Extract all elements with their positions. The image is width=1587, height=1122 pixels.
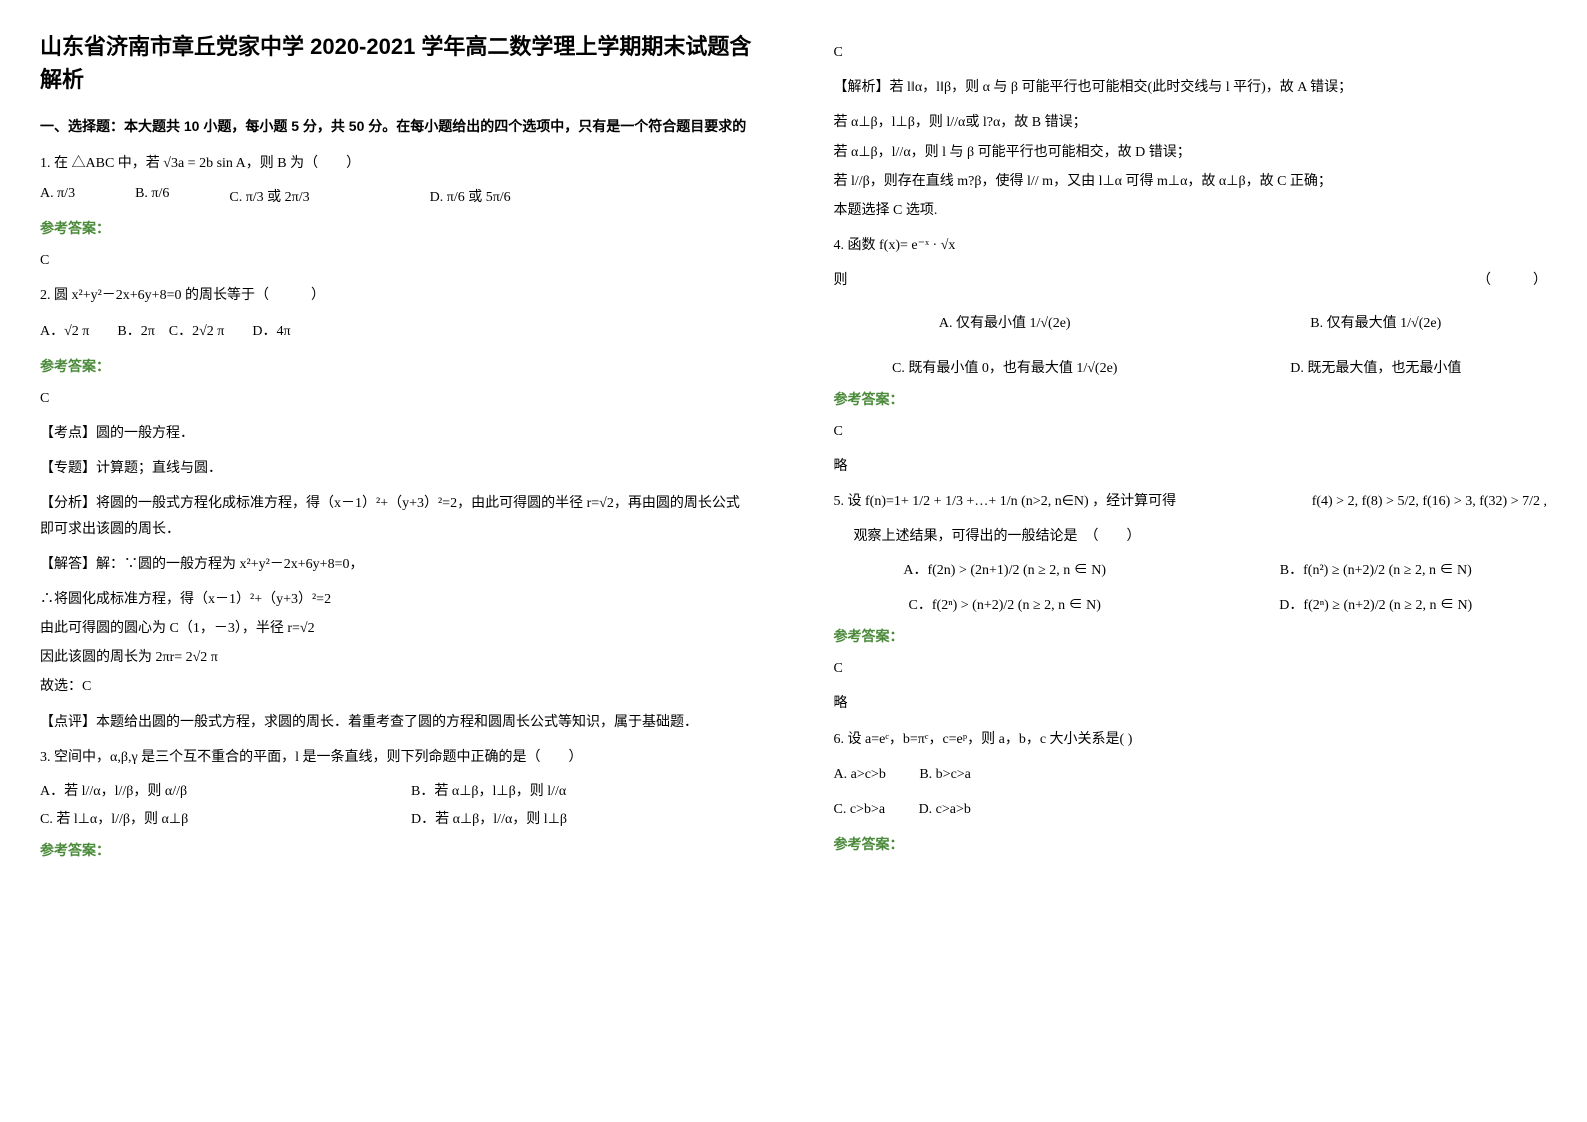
q1-optD: D. π/6 或 5π/6 [430, 186, 511, 206]
q3-opts-row1: A．若 l//α，l//β，则 α//β B．若 α⊥β，l⊥β，则 l//α [40, 780, 754, 800]
q4-row2: C. 既有最小值 0，也有最大值 1/√(2e) D. 既无最大值，也无最小值 [834, 357, 1548, 377]
q5-answer: C [834, 656, 1548, 681]
q5-lve: 略 [834, 691, 1548, 716]
q6-stem: 6. 设 a=eᶜ，b=πᶜ，c=eᵖ，则 a，b，c 大小关系是( ) [834, 727, 1548, 752]
q6-opts-row2: C. c>b>a D. c>a>b [834, 797, 1548, 822]
q6-optC: C. c>b>a [834, 802, 886, 817]
q2-kaodian: 【考点】圆的一般方程． [40, 421, 754, 446]
q4-ze: 则 [834, 268, 848, 293]
q2-zhuanti: 【专题】计算题；直线与圆． [40, 456, 754, 481]
answer-label-2: 参考答案： [40, 356, 754, 376]
q1-optB: B. π/6 [135, 186, 169, 206]
q2-fenxi: 【分析】将圆的一般式方程化成标准方程，得（x－1）²+（y+3）²=2，由此可得… [40, 491, 754, 541]
q2-dianping: 【点评】本题给出圆的一般式方程，求圆的周长．着重考查了圆的方程和圆周长公式等知识… [40, 710, 754, 735]
q4-answer: C [834, 419, 1548, 444]
q3-answer: C [834, 40, 1548, 65]
q1-options: A. π/3 B. π/6 C. π/3 或 2π/3 D. π/6 或 5π/… [40, 186, 754, 206]
q4-optC: C. 既有最小值 0，也有最大值 1/√(2e) [834, 357, 1176, 377]
answer-label-3: 参考答案： [40, 840, 754, 860]
q5-optA: A．f(2n) > (2n+1)/2 (n ≥ 2, n ∈ N) [834, 559, 1176, 579]
answer-label-5: 参考答案： [834, 626, 1548, 646]
q4-lve: 略 [834, 454, 1548, 479]
q5-row2: C．f(2ⁿ) > (n+2)/2 (n ≥ 2, n ∈ N) D．f(2ⁿ)… [834, 594, 1548, 614]
q4-paren: （ ） [1477, 268, 1547, 293]
q3-opts-row2: C. 若 l⊥α，l//β，则 α⊥β D．若 α⊥β，l//α，则 l⊥β [40, 808, 754, 828]
jiexi-C: 若 l//β，则存在直线 m?β，使得 l// m，又由 l⊥α 可得 m⊥α，… [834, 169, 1548, 194]
q4-stem: 4. 函数 f(x)= e⁻ˣ · √x [834, 233, 1548, 258]
q2-jieda2: ∴将圆化成标准方程，得（x－1）²+（y+3）²=2 [40, 587, 754, 612]
q2-answer: C [40, 386, 754, 411]
q5-post: 观察上述结果，可得出的一般结论是 （ ） [834, 524, 1548, 549]
q3-optA: A．若 l//α，l//β，则 α//β [40, 780, 382, 800]
jiexi-B: 若 α⊥β，l⊥β，则 l//α或 l?α，故 B 错误； [834, 110, 1548, 135]
answer-label-1: 参考答案： [40, 218, 754, 238]
q5-optD: D．f(2ⁿ) ≥ (n+2)/2 (n ≥ 2, n ∈ N) [1205, 594, 1547, 614]
q6-opts-row1: A. a>c>b B. b>c>a [834, 762, 1548, 787]
left-column: 山东省济南市章丘党家中学 2020-2021 学年高二数学理上学期期末试题含解析… [0, 0, 794, 1122]
answer-label-4: 参考答案： [834, 389, 1548, 409]
q1-stem: 1. 在 △ABC 中，若 √3a = 2b sin A，则 B 为（ ） [40, 151, 754, 176]
q1-answer: C [40, 248, 754, 273]
q6-optA: A. a>c>b [834, 767, 886, 782]
q4-ze-row: 则 （ ） [834, 268, 1548, 293]
answer-label-6: 参考答案： [834, 834, 1548, 854]
q4-optA: A. 仅有最小值 1/√(2e) [834, 312, 1176, 332]
jiexi-end: 本题选择 C 选项. [834, 198, 1548, 223]
q2-jieda3: 由此可得圆的圆心为 C（1，－3），半径 r=√2 [40, 616, 754, 641]
jiexi-D: 若 α⊥β，l//α，则 l 与 β 可能平行也可能相交，故 D 错误； [834, 140, 1548, 165]
q3-optD: D．若 α⊥β，l//α，则 l⊥β [411, 808, 753, 828]
q2-options: A．√2 π B．2π C．2√2 π D．4π [40, 319, 754, 344]
q2-jieda1: 【解答】解：∵圆的一般方程为 x²+y²－2x+6y+8=0， [40, 552, 754, 577]
q1-optA: A. π/3 [40, 186, 75, 206]
q4-row1: A. 仅有最小值 1/√(2e) B. 仅有最大值 1/√(2e) [834, 312, 1548, 332]
q5-optB: B．f(n²) ≥ (n+2)/2 (n ≥ 2, n ∈ N) [1205, 559, 1547, 579]
q3-stem: 3. 空间中，α,β,γ 是三个互不重合的平面，l 是一条直线，则下列命题中正确… [40, 745, 754, 770]
page-title: 山东省济南市章丘党家中学 2020-2021 学年高二数学理上学期期末试题含解析 [40, 30, 754, 96]
q2-stem: 2. 圆 x²+y²－2x+6y+8=0 的周长等于（ ） [40, 283, 754, 308]
q6-optD: D. c>a>b [919, 802, 971, 817]
section-intro: 一、选择题：本大题共 10 小题，每小题 5 分，共 50 分。在每小题给出的四… [40, 116, 754, 136]
q5-row1: A．f(2n) > (2n+1)/2 (n ≥ 2, n ∈ N) B．f(n²… [834, 559, 1548, 579]
q3-optC: C. 若 l⊥α，l//β，则 α⊥β [40, 808, 382, 828]
q6-optB: B. b>c>a [919, 767, 971, 782]
right-column: C 【解析】若 l‖α，l‖β，则 α 与 β 可能平行也可能相交(此时交线与 … [794, 0, 1587, 1122]
q5-stem: 5. 设 f(n)=1+ 1/2 + 1/3 +…+ 1/n (n>2, n∈N… [834, 489, 1548, 514]
q4-optB: B. 仅有最大值 1/√(2e) [1205, 312, 1547, 332]
q2-jieda4: 因此该圆的周长为 2πr= 2√2 π [40, 645, 754, 670]
q1-optC: C. π/3 或 2π/3 [229, 186, 309, 206]
q4-optD: D. 既无最大值，也无最小值 [1205, 357, 1547, 377]
q5-optC: C．f(2ⁿ) > (n+2)/2 (n ≥ 2, n ∈ N) [834, 594, 1176, 614]
jiexi-A: 【解析】若 l‖α，l‖β，则 α 与 β 可能平行也可能相交(此时交线与 l … [834, 75, 1548, 100]
q3-optB: B．若 α⊥β，l⊥β，则 l//α [411, 780, 753, 800]
q2-jieda5: 故选：C [40, 674, 754, 699]
